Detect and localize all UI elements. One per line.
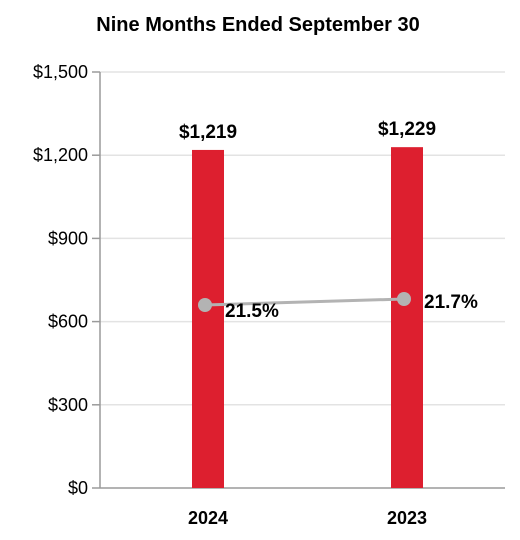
line-value-label: 21.5% xyxy=(225,301,279,322)
y-tick-label: $600 xyxy=(48,312,88,332)
y-tick-label: $900 xyxy=(48,228,88,248)
chart-title: Nine Months Ended September 30 xyxy=(96,14,419,36)
gridlines xyxy=(100,71,505,406)
line-point xyxy=(397,292,411,306)
bar-value-label: $1,229 xyxy=(378,119,436,140)
y-tick-label: $1,200 xyxy=(33,145,88,165)
x-tick-label: 2023 xyxy=(387,508,427,528)
line-segment xyxy=(204,297,405,307)
y-tick-label: $300 xyxy=(48,395,88,415)
y-tick-label: $1,500 xyxy=(33,62,88,82)
x-tick-label: 2024 xyxy=(188,508,228,528)
line-value-label: 21.7% xyxy=(424,292,478,313)
y-tick-label: $0 xyxy=(68,478,88,498)
bar-value-label: $1,219 xyxy=(179,122,237,143)
data-labels: $1,219 $1,229 21.5% 21.7% xyxy=(179,119,478,322)
bar-2024 xyxy=(192,149,224,488)
percentage-line-series xyxy=(198,292,411,312)
bar-2023 xyxy=(391,147,423,488)
line-point xyxy=(198,298,212,312)
tick-labels: $0 $300 $600 $900 $1,200 $1,500 2024 2023 xyxy=(33,62,427,528)
axes xyxy=(92,71,505,489)
bars xyxy=(192,147,423,488)
